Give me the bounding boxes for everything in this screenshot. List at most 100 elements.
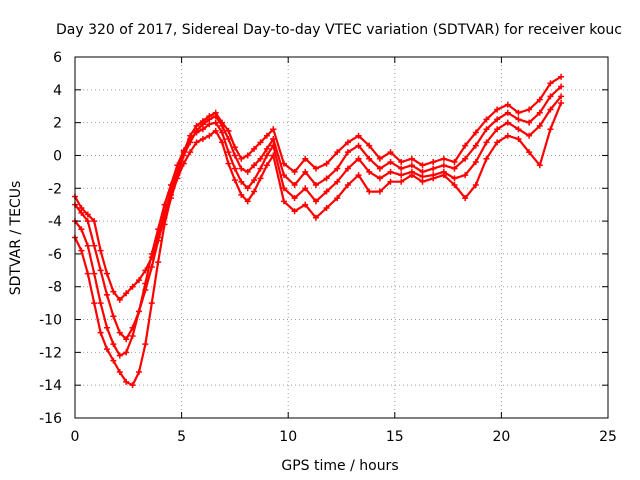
data-point — [376, 155, 383, 162]
data-point — [355, 142, 362, 149]
data-point — [504, 101, 511, 108]
data-point — [142, 341, 149, 348]
data-point — [558, 73, 565, 80]
y-tick-label: 4 — [53, 83, 62, 99]
data-point — [135, 277, 142, 284]
data-point — [376, 175, 383, 182]
data-point — [84, 211, 91, 218]
x-tick-label: 10 — [279, 429, 297, 445]
data-point — [231, 152, 238, 159]
data-point — [270, 126, 277, 133]
data-point — [174, 162, 181, 169]
data-point — [263, 145, 270, 152]
data-point — [123, 290, 130, 297]
data-point — [263, 132, 270, 139]
data-point — [123, 336, 130, 343]
data-point — [494, 116, 501, 123]
data-point — [199, 136, 206, 143]
y-tick-label: -10 — [39, 313, 62, 329]
data-point — [472, 159, 479, 166]
data-point — [355, 155, 362, 162]
data-point — [504, 132, 511, 139]
data-point — [167, 181, 174, 188]
data-point — [91, 270, 98, 277]
y-tick-label: -12 — [39, 345, 62, 361]
data-point — [212, 119, 219, 126]
data-point — [116, 296, 123, 303]
data-point — [323, 175, 330, 182]
data-point — [483, 126, 490, 133]
data-point — [135, 369, 142, 376]
data-point — [312, 181, 319, 188]
data-point — [270, 152, 277, 159]
y-tick-label: 0 — [53, 148, 62, 164]
data-point — [263, 152, 270, 159]
series-line — [272, 95, 562, 203]
grid-lines — [75, 57, 608, 418]
data-point — [225, 136, 232, 143]
data-point — [257, 155, 264, 162]
data-point — [408, 155, 415, 162]
series-line — [272, 102, 563, 219]
data-point — [231, 165, 238, 172]
y-tick-label: -16 — [39, 411, 62, 427]
data-point — [84, 242, 91, 249]
x-tick-label: 0 — [71, 429, 80, 445]
data-point — [110, 357, 117, 364]
data-point — [97, 329, 104, 336]
data-point — [135, 308, 142, 315]
data-point — [366, 155, 373, 162]
data-point — [280, 172, 287, 179]
data-point — [344, 139, 351, 146]
data-series — [72, 73, 565, 389]
data-point — [302, 185, 309, 192]
data-point — [462, 195, 469, 202]
data-point — [212, 127, 219, 134]
data-point — [231, 177, 238, 184]
data-point — [129, 332, 136, 339]
series-line — [74, 111, 275, 301]
data-point — [366, 188, 373, 195]
data-point — [97, 300, 104, 307]
data-point — [110, 341, 117, 348]
data-point — [312, 165, 319, 172]
data-point — [558, 83, 565, 90]
data-point — [494, 126, 501, 133]
data-point — [526, 132, 533, 139]
data-point — [116, 329, 123, 336]
data-point — [334, 165, 341, 172]
data-point — [366, 142, 373, 149]
data-point — [451, 175, 458, 182]
series-line — [74, 129, 275, 387]
data-point — [180, 147, 187, 154]
data-point — [355, 132, 362, 139]
data-point — [462, 142, 469, 149]
data-point — [558, 93, 565, 100]
data-point — [419, 162, 426, 169]
data-point — [430, 165, 437, 172]
data-point — [344, 165, 351, 172]
y-tick-label: -8 — [48, 280, 62, 296]
data-point — [547, 126, 554, 133]
y-tick-label: 6 — [53, 50, 62, 66]
data-point — [291, 208, 298, 215]
data-point — [387, 159, 394, 166]
data-point — [225, 149, 232, 156]
data-point — [219, 139, 226, 146]
data-point — [312, 214, 319, 221]
data-point — [78, 209, 85, 216]
x-tick-label: 5 — [177, 429, 186, 445]
data-point — [302, 155, 309, 162]
data-point — [536, 96, 543, 103]
data-point — [547, 106, 554, 113]
data-point — [78, 226, 85, 233]
data-point — [251, 145, 258, 152]
data-point — [547, 93, 554, 100]
data-point — [494, 106, 501, 113]
data-point — [103, 346, 110, 353]
data-point — [376, 188, 383, 195]
data-point — [251, 162, 258, 169]
data-point — [174, 175, 181, 182]
data-point — [536, 122, 543, 129]
x-tick-label: 20 — [492, 429, 510, 445]
